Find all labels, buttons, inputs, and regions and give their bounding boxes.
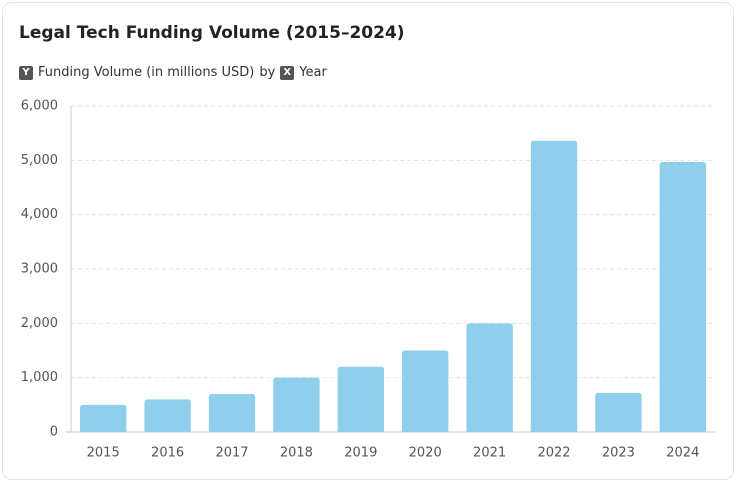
- bar: [337, 366, 384, 432]
- y-tick-label: 5,000: [21, 153, 58, 168]
- x-label: Year: [299, 65, 327, 80]
- bar: [80, 404, 127, 432]
- y-tick-label: 2,000: [21, 316, 58, 331]
- bar: [144, 399, 191, 432]
- x-tick-label: 2018: [280, 446, 313, 461]
- bar: [659, 161, 706, 433]
- y-tick-label: 3,000: [21, 262, 58, 277]
- bar: [466, 323, 513, 432]
- by-text: by: [259, 65, 276, 80]
- bar: [530, 140, 578, 433]
- x-tick-label: 2020: [409, 446, 442, 461]
- x-tick-label: 2017: [215, 446, 248, 461]
- bar: [208, 393, 256, 432]
- x-tick-label: 2016: [151, 446, 184, 461]
- bar: [402, 350, 449, 432]
- x-badge: X: [280, 65, 295, 80]
- subtitle: Y Funding Volume (in millions USD) by X …: [19, 65, 327, 80]
- x-tick-label: 2022: [537, 446, 570, 461]
- bar: [595, 392, 642, 432]
- y-tick-label: 4,000: [21, 207, 58, 222]
- x-tick-label: 2019: [344, 446, 377, 461]
- y-badge: Y: [19, 65, 33, 80]
- y-label: Funding Volume (in millions USD): [38, 65, 255, 80]
- x-tick-label: 2015: [87, 446, 120, 461]
- x-tick-label: 2023: [602, 446, 635, 461]
- y-tick-label: 0: [50, 425, 58, 440]
- y-tick-label: 6,000: [21, 99, 58, 114]
- bar: [273, 377, 320, 432]
- chart-title: Legal Tech Funding Volume (2015–2024): [19, 23, 405, 43]
- y-tick-label: 1,000: [21, 370, 58, 385]
- x-tick-label: 2024: [666, 446, 699, 461]
- x-tick-label: 2021: [473, 446, 506, 461]
